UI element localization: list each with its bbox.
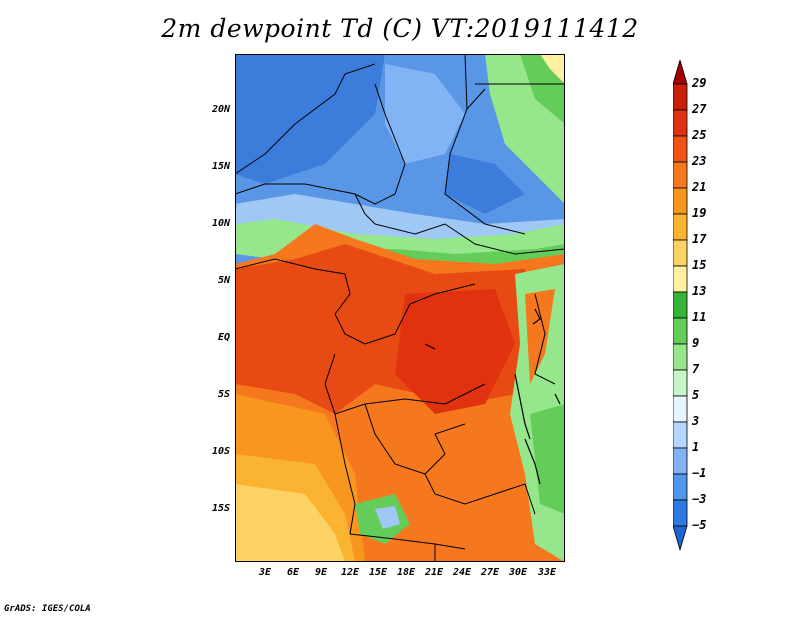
region-pale-yellow	[235, 484, 345, 562]
colorbar-level-label: −3	[692, 492, 707, 506]
colorbar-level-label: 3	[692, 414, 700, 428]
lon-label-24e: 24E	[452, 567, 472, 578]
colorbar-level-label: 25	[692, 128, 707, 142]
colorbar-level-label: 29	[692, 76, 707, 90]
lon-label-9e: 9E	[314, 567, 328, 578]
colorbar-segment	[672, 109, 688, 137]
lon-label-21e: 21E	[424, 567, 444, 578]
colorbar-segment	[672, 213, 688, 241]
colorbar-top-arrow	[672, 58, 688, 85]
lon-label-12e: 12E	[340, 567, 360, 578]
lat-label-15n: 15N	[211, 161, 230, 172]
lon-label-18e: 18E	[396, 567, 416, 578]
colorbar-segment	[672, 473, 688, 501]
colorbar-level-label: 1	[692, 440, 700, 454]
colorbar-segment	[672, 447, 688, 475]
colorbar-level-label: 13	[692, 284, 707, 298]
map-title: 2m dewpoint Td (C) VT:2019111412	[161, 14, 639, 43]
lon-label-30e: 30E	[508, 567, 528, 578]
lon-label-6e: 6E	[286, 567, 300, 578]
region-deep-blue	[235, 54, 385, 184]
dewpoint-map	[235, 54, 565, 562]
country-borders	[235, 54, 565, 562]
region-yellow-ne	[540, 54, 565, 84]
colorbar-level-label: 7	[692, 362, 700, 376]
lat-label-20n: 20N	[211, 104, 230, 115]
region-deep-blue	[445, 154, 525, 214]
colorbar-level-label: 27	[692, 102, 707, 116]
region-orange-east	[525, 289, 555, 384]
colorbar-level-label: 9	[692, 336, 700, 350]
colorbar-segment	[672, 499, 688, 527]
colorbar-segment	[672, 187, 688, 215]
colorbar-segment	[672, 291, 688, 319]
lat-label-5s: 5S	[217, 389, 230, 400]
colorbar-level-label: −5	[692, 518, 707, 532]
colorbar-level-label: 5	[692, 388, 700, 402]
colorbar-segment	[672, 343, 688, 371]
colorbar-level-label: 23	[692, 154, 707, 168]
lat-label-15s: 15S	[211, 503, 230, 514]
colorbar-segment	[672, 369, 688, 397]
region-light-blue-south	[375, 506, 400, 529]
lon-label-3e: 3E	[258, 567, 272, 578]
region-light-blue	[385, 64, 465, 164]
colorbar-segment	[672, 317, 688, 345]
lat-label-eq: EQ	[217, 332, 230, 343]
colorbar-level-label: −1	[692, 466, 707, 480]
colorbar-segment	[672, 395, 688, 423]
colorbar-bottom-arrow	[672, 525, 688, 552]
colorbar-segment	[672, 421, 688, 449]
colorbar-level-label: 21	[692, 180, 707, 194]
colorbar-level-label: 11	[692, 310, 707, 324]
map-frame	[235, 54, 565, 562]
lat-label-5n: 5N	[217, 275, 230, 286]
colorbar-level-label: 19	[692, 206, 707, 220]
colorbar-level-label: 15	[692, 258, 707, 272]
colorbar-segment	[672, 161, 688, 189]
colorbar-segment	[672, 135, 688, 163]
colorbar-level-label: 17	[692, 232, 707, 246]
lakes	[424, 308, 561, 485]
region-green-east	[530, 404, 565, 514]
colorbar	[672, 58, 689, 562]
lat-label-10n: 10N	[211, 218, 230, 229]
colorbar-segment	[672, 239, 688, 267]
lon-label-15e: 15E	[368, 567, 388, 578]
footer-credit: GrADS: IGES/COLA	[4, 604, 91, 614]
lon-label-27e: 27E	[480, 567, 500, 578]
lat-label-10s: 10S	[211, 446, 230, 457]
region-orange-red	[395, 289, 515, 414]
colorbar-segment	[672, 83, 688, 111]
colorbar-segment	[672, 265, 688, 293]
lon-label-33e: 33E	[537, 567, 557, 578]
